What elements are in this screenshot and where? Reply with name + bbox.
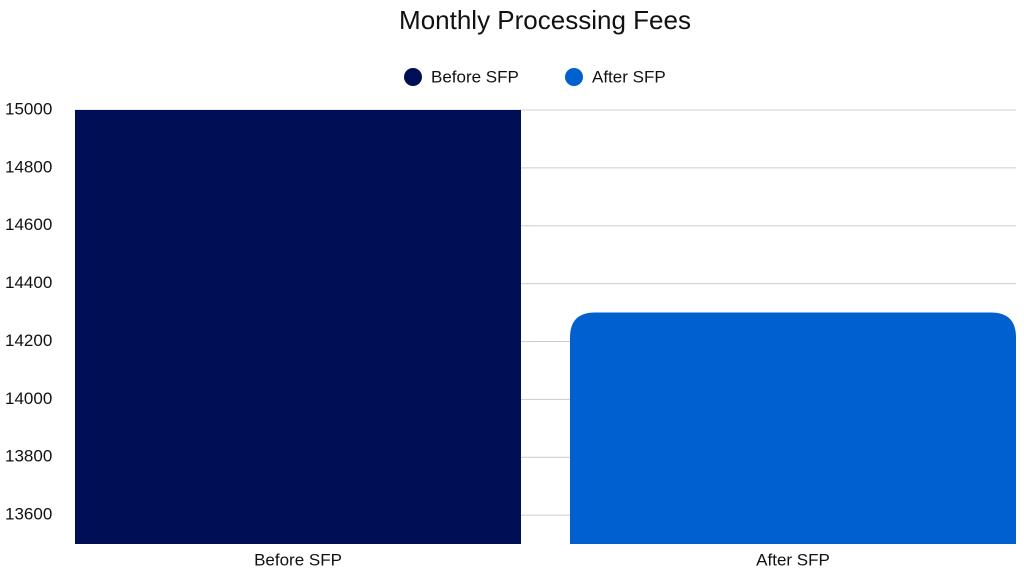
legend-marker: [565, 68, 583, 86]
y-tick-label: 15000: [5, 99, 52, 118]
x-tick-label: Before SFP: [254, 550, 342, 569]
legend-marker: [404, 68, 422, 86]
y-tick-label: 14200: [5, 331, 52, 350]
legend-label: Before SFP: [431, 67, 519, 86]
bar: [570, 312, 1016, 544]
y-tick-label: 14600: [5, 215, 52, 234]
chart-title: Monthly Processing Fees: [399, 5, 691, 35]
legend-label: After SFP: [592, 67, 666, 86]
x-tick-label: After SFP: [756, 550, 830, 569]
y-tick-label: 14800: [5, 157, 52, 176]
y-tick-label: 14000: [5, 389, 52, 408]
y-tick-label: 13600: [5, 505, 52, 524]
y-tick-label: 14400: [5, 273, 52, 292]
bar: [75, 110, 521, 544]
y-tick-label: 13800: [5, 447, 52, 466]
